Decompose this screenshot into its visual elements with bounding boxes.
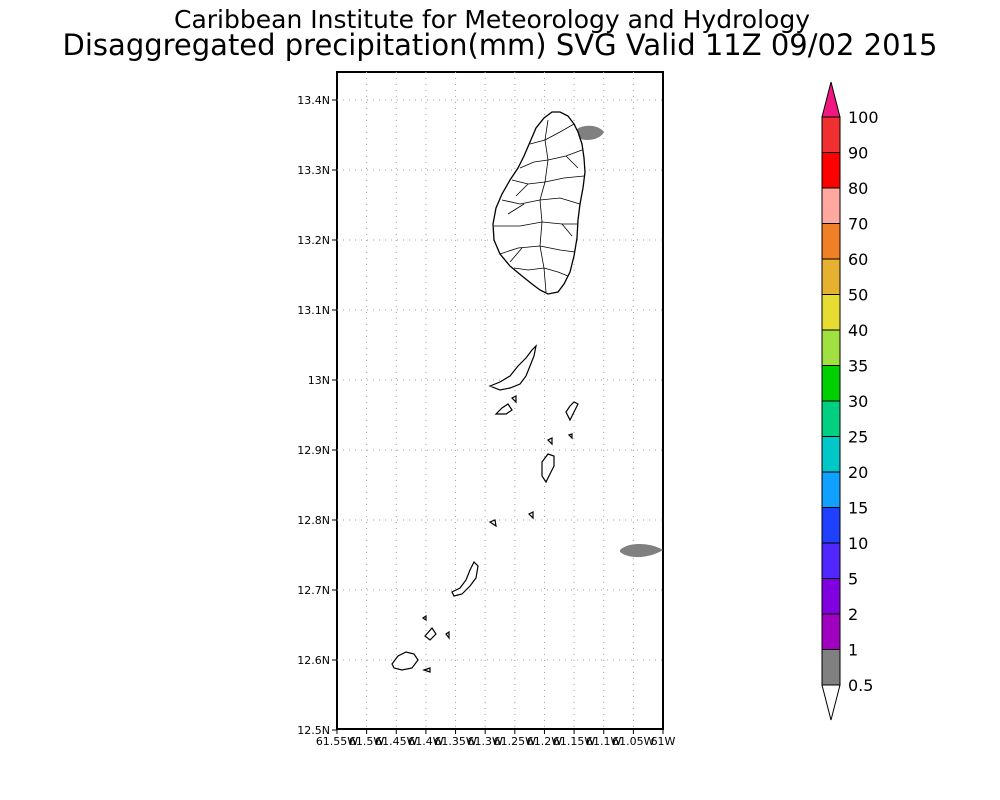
lat-tick-label: 13.3N <box>297 164 330 177</box>
colorbar-label: 5 <box>848 570 858 589</box>
lon-tick-label: 61.25W <box>494 735 536 748</box>
colorbar-label: 25 <box>848 428 868 447</box>
colorbar-segment <box>821 542 841 579</box>
rain-patch-east <box>620 544 663 558</box>
colorbar-above-triangle <box>821 81 841 118</box>
colorbar-label: 100 <box>848 108 879 127</box>
colorbar-label: 80 <box>848 179 868 198</box>
colorbar-segment <box>821 436 841 473</box>
colorbar-segment <box>821 365 841 402</box>
lat-tick-label: 13.4N <box>297 94 330 107</box>
colorbar-segment <box>821 187 841 224</box>
island-small-4 <box>567 433 573 440</box>
island-small-2 <box>510 395 517 404</box>
colorbar-segment <box>821 152 841 189</box>
colorbar-segment <box>821 116 841 153</box>
colorbar-segment <box>821 649 841 686</box>
colorbar-segment <box>821 329 841 366</box>
island-mustique <box>541 453 555 484</box>
colorbar-label: 35 <box>848 357 868 376</box>
lon-tick-label: 61.5W <box>349 735 384 748</box>
lon-tick-label: 61.3W <box>467 735 502 748</box>
grid-lines <box>337 72 663 729</box>
island-small-6 <box>488 519 497 528</box>
lon-tick-label: 61.1W <box>586 735 621 748</box>
island-mayreau <box>424 627 437 641</box>
island-baliceaux <box>565 401 579 422</box>
lon-tick-label: 61W <box>651 735 676 748</box>
island-small-9 <box>422 667 431 673</box>
colorbar-label: 50 <box>848 286 868 305</box>
colorbar-label: 0.5 <box>848 676 873 695</box>
colorbar-label: 20 <box>848 463 868 482</box>
longitude-ticks: 61.55W61.5W61.45W61.4W61.35W61.3W61.25W6… <box>316 729 676 748</box>
lon-tick-label: 61.55W <box>316 735 358 748</box>
colorbar-label: 60 <box>848 250 868 269</box>
lon-tick-label: 61.15W <box>553 735 595 748</box>
rain-patch-northeast <box>574 125 604 140</box>
island-small-8 <box>421 614 427 622</box>
colorbar-segment <box>821 613 841 650</box>
island-canouan <box>451 560 479 597</box>
island-small-7 <box>445 630 450 640</box>
map-frame <box>336 71 664 730</box>
islands-grenadines <box>391 344 579 673</box>
island-small-1 <box>494 403 513 415</box>
lon-tick-label: 61.4W <box>408 735 443 748</box>
colorbar-below-triangle <box>821 684 841 721</box>
colorbar-label: 40 <box>848 321 868 340</box>
lat-tick-label: 12.8N <box>297 514 330 527</box>
island-small-5 <box>527 511 534 520</box>
colorbar-label: 70 <box>848 215 868 234</box>
header-title: Caribbean Institute for Meteorology and … <box>174 5 810 34</box>
colorbar-segment <box>821 507 841 544</box>
island-small-3 <box>546 437 553 446</box>
colorbar-segment <box>821 578 841 615</box>
island-bequia <box>488 344 537 391</box>
lat-tick-label: 13N <box>308 374 330 387</box>
colorbar-segment <box>821 400 841 437</box>
lat-tick-label: 12.7N <box>297 584 330 597</box>
colorbar-label: 2 <box>848 605 858 624</box>
colorbar-segment <box>821 223 841 260</box>
lat-tick-label: 13.2N <box>297 234 330 247</box>
lat-tick-label: 13.1N <box>297 304 330 317</box>
island-union <box>391 651 419 671</box>
colorbar-segment <box>821 294 841 331</box>
map-panel: 13.4N 13.3N 13.2N 13.1N 13N 12.9N 12.8N 12.7N 12… <box>297 71 676 748</box>
colorbar-label: 1 <box>848 641 858 660</box>
colorbar-label: 30 <box>848 392 868 411</box>
lat-tick-label: 12.6N <box>297 654 330 667</box>
latitude-ticks: 13.4N 13.3N 13.2N 13.1N 13N 12.9N 12.8N 12.7N 12… <box>297 94 337 737</box>
colorbar-label: 90 <box>848 144 868 163</box>
colorbar-segment <box>821 258 841 295</box>
header-subtitle: Disaggregated precipitation(mm) SVG Vali… <box>63 28 938 62</box>
lat-tick-label: 12.5N <box>297 724 330 737</box>
lon-tick-label: 61.45W <box>375 735 417 748</box>
colorbar-segment <box>821 471 841 508</box>
lon-tick-label: 61.35W <box>434 735 476 748</box>
watershed-lines <box>494 119 585 293</box>
lat-tick-label: 12.9N <box>297 444 330 457</box>
lon-tick-label: 61.2W <box>527 735 562 748</box>
colorbar-label: 10 <box>848 534 868 553</box>
lon-tick-label: 61.05W <box>612 735 654 748</box>
colorbar-label: 15 <box>848 499 868 518</box>
